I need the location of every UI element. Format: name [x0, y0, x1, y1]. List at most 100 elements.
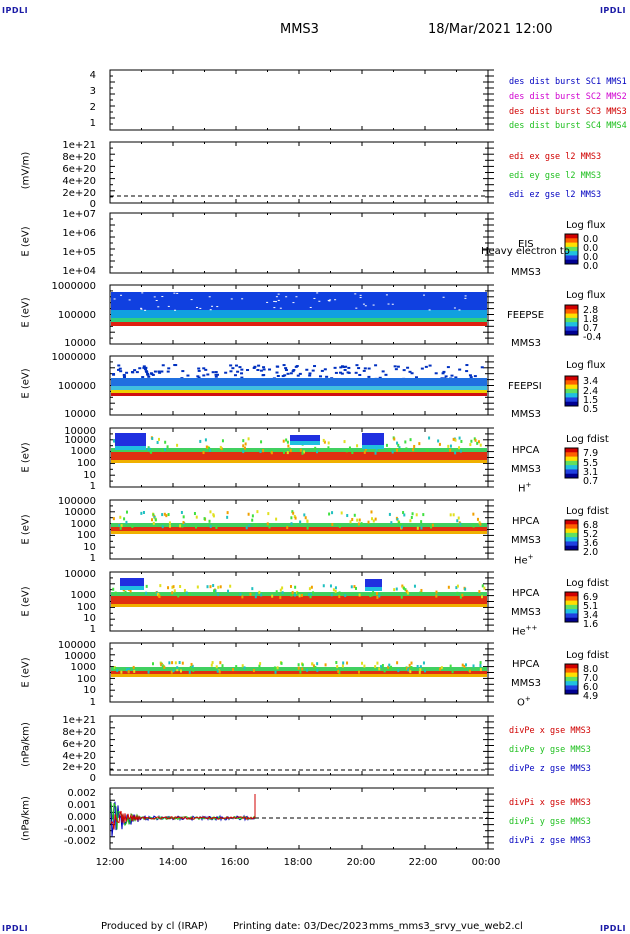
spectrogram-speck — [313, 297, 316, 299]
spectrogram-speck — [305, 368, 309, 371]
spectrogram-speck — [444, 375, 448, 378]
spectrogram-speck — [241, 298, 244, 300]
spectrogram-speck — [452, 437, 455, 441]
spectrogram-speck — [150, 373, 154, 376]
spectrogram-speck — [240, 368, 244, 371]
spectrogram-speck — [214, 589, 217, 593]
spectrogram-speck — [248, 524, 251, 528]
spectrogram-speck — [469, 376, 473, 379]
spectrogram-speck — [396, 518, 399, 522]
spectrogram-speck — [254, 595, 257, 599]
spectrogram-speck — [235, 665, 238, 669]
spectrogram-speck — [214, 371, 218, 374]
spectrogram-speck — [179, 669, 182, 673]
spectrogram-speck — [385, 294, 388, 296]
legend-entry: edi ey gse l2 MMS3 — [509, 171, 602, 181]
spectrogram-speck — [479, 661, 482, 665]
footer-produced-by: Produced by cl (IRAP) — [101, 921, 208, 932]
spectrogram-speck — [221, 439, 224, 443]
spectrogram-speck — [349, 520, 352, 524]
spectrogram-speck — [152, 513, 155, 517]
spectrogram-speck — [311, 369, 315, 372]
spectrogram-speck — [380, 665, 383, 669]
spacecraft-label: MMS3 — [511, 338, 541, 349]
spectrogram-speck — [410, 515, 413, 519]
spectrogram-speck — [447, 585, 450, 589]
spectrogram-speck — [286, 372, 290, 375]
spectrogram-speck — [472, 512, 475, 516]
spectrogram-speck — [408, 370, 412, 373]
spectrogram-speck — [123, 517, 126, 521]
ytick: 4 — [89, 70, 96, 81]
spectrogram-speck — [285, 438, 288, 442]
ytick: 10 — [83, 685, 96, 696]
spectrogram-speck — [362, 303, 365, 305]
spectrogram-speck — [120, 670, 123, 674]
spectrogram-speck — [320, 369, 324, 372]
spectrogram-speck — [479, 668, 482, 672]
spectrogram-speck — [234, 364, 238, 367]
colorbar-segment — [565, 246, 578, 252]
spectrogram-speck — [412, 448, 415, 452]
colorbar-segment — [565, 397, 578, 403]
instrument-label: FEEPSE — [507, 310, 545, 321]
spectrogram-speck — [364, 305, 367, 307]
spectrogram-band — [111, 393, 487, 396]
spectrogram-speck — [374, 364, 378, 367]
xtick: 00:00 — [471, 857, 501, 868]
colorbar-segment — [565, 685, 578, 691]
colorbar-title: Log fdist — [566, 650, 609, 661]
spectrogram-speck — [161, 364, 165, 367]
spectrogram-speck — [398, 448, 401, 452]
spectrogram-speck — [161, 525, 164, 529]
ytick: 100000 — [57, 381, 96, 392]
spectrogram-speck — [142, 365, 146, 368]
spectrogram-band — [111, 390, 487, 393]
spectrogram-speck — [402, 369, 406, 372]
corner-label-tr: IPDLI — [599, 6, 626, 15]
ytick: 1 — [89, 118, 96, 129]
spectrogram-speck — [202, 374, 206, 377]
instrument-label: HPCA — [512, 588, 540, 599]
ytick: 10000 — [64, 651, 96, 662]
spectrogram-speck — [334, 589, 337, 593]
colorbar-segment — [565, 452, 578, 458]
spectrogram-speck — [274, 670, 277, 674]
spectrogram-speck — [426, 448, 429, 452]
colorbar-tick: 3.4 — [583, 610, 599, 621]
colorbar-tick: 2.8 — [583, 305, 599, 316]
spectrogram-speck — [205, 445, 208, 449]
spectrogram-speck — [114, 666, 117, 670]
spectrogram-speck — [353, 513, 356, 517]
spectrogram-speck — [390, 521, 393, 525]
spectrogram-speck — [314, 446, 317, 450]
legend-entry: divPi z gse MMS3 — [509, 836, 591, 846]
spectrogram-band — [111, 310, 487, 318]
spectrogram-speck — [122, 373, 126, 376]
ytick: 1000 — [70, 519, 96, 530]
colorbar-segment — [565, 672, 578, 678]
spectrogram-speck — [481, 584, 484, 588]
species-label: He+ — [514, 553, 534, 567]
spectrogram-speck — [256, 368, 260, 371]
spectrogram-speck — [387, 303, 390, 305]
spectrogram-speck — [284, 367, 288, 370]
spectrogram-speck — [367, 367, 371, 370]
spectrogram-speck — [291, 591, 294, 595]
colorbar-segment — [565, 600, 578, 606]
spectrogram-speck — [470, 439, 473, 443]
spectrogram-speck — [431, 523, 434, 527]
spectrogram-speck — [415, 513, 418, 517]
spectrogram-speck — [151, 437, 154, 441]
colorbar-segment — [565, 609, 578, 614]
spectrogram-speck — [258, 664, 261, 668]
spectrogram-speck — [347, 366, 351, 369]
spectrogram-speck — [388, 512, 391, 516]
ytick: 10000 — [64, 507, 96, 518]
spectrogram-speck — [449, 444, 452, 448]
spectrogram-speck — [458, 436, 461, 440]
spectrogram-speck — [212, 584, 215, 588]
spectrogram-speck — [395, 448, 398, 452]
spectrogram-speck — [176, 666, 179, 670]
spectrogram-speck — [406, 591, 409, 595]
